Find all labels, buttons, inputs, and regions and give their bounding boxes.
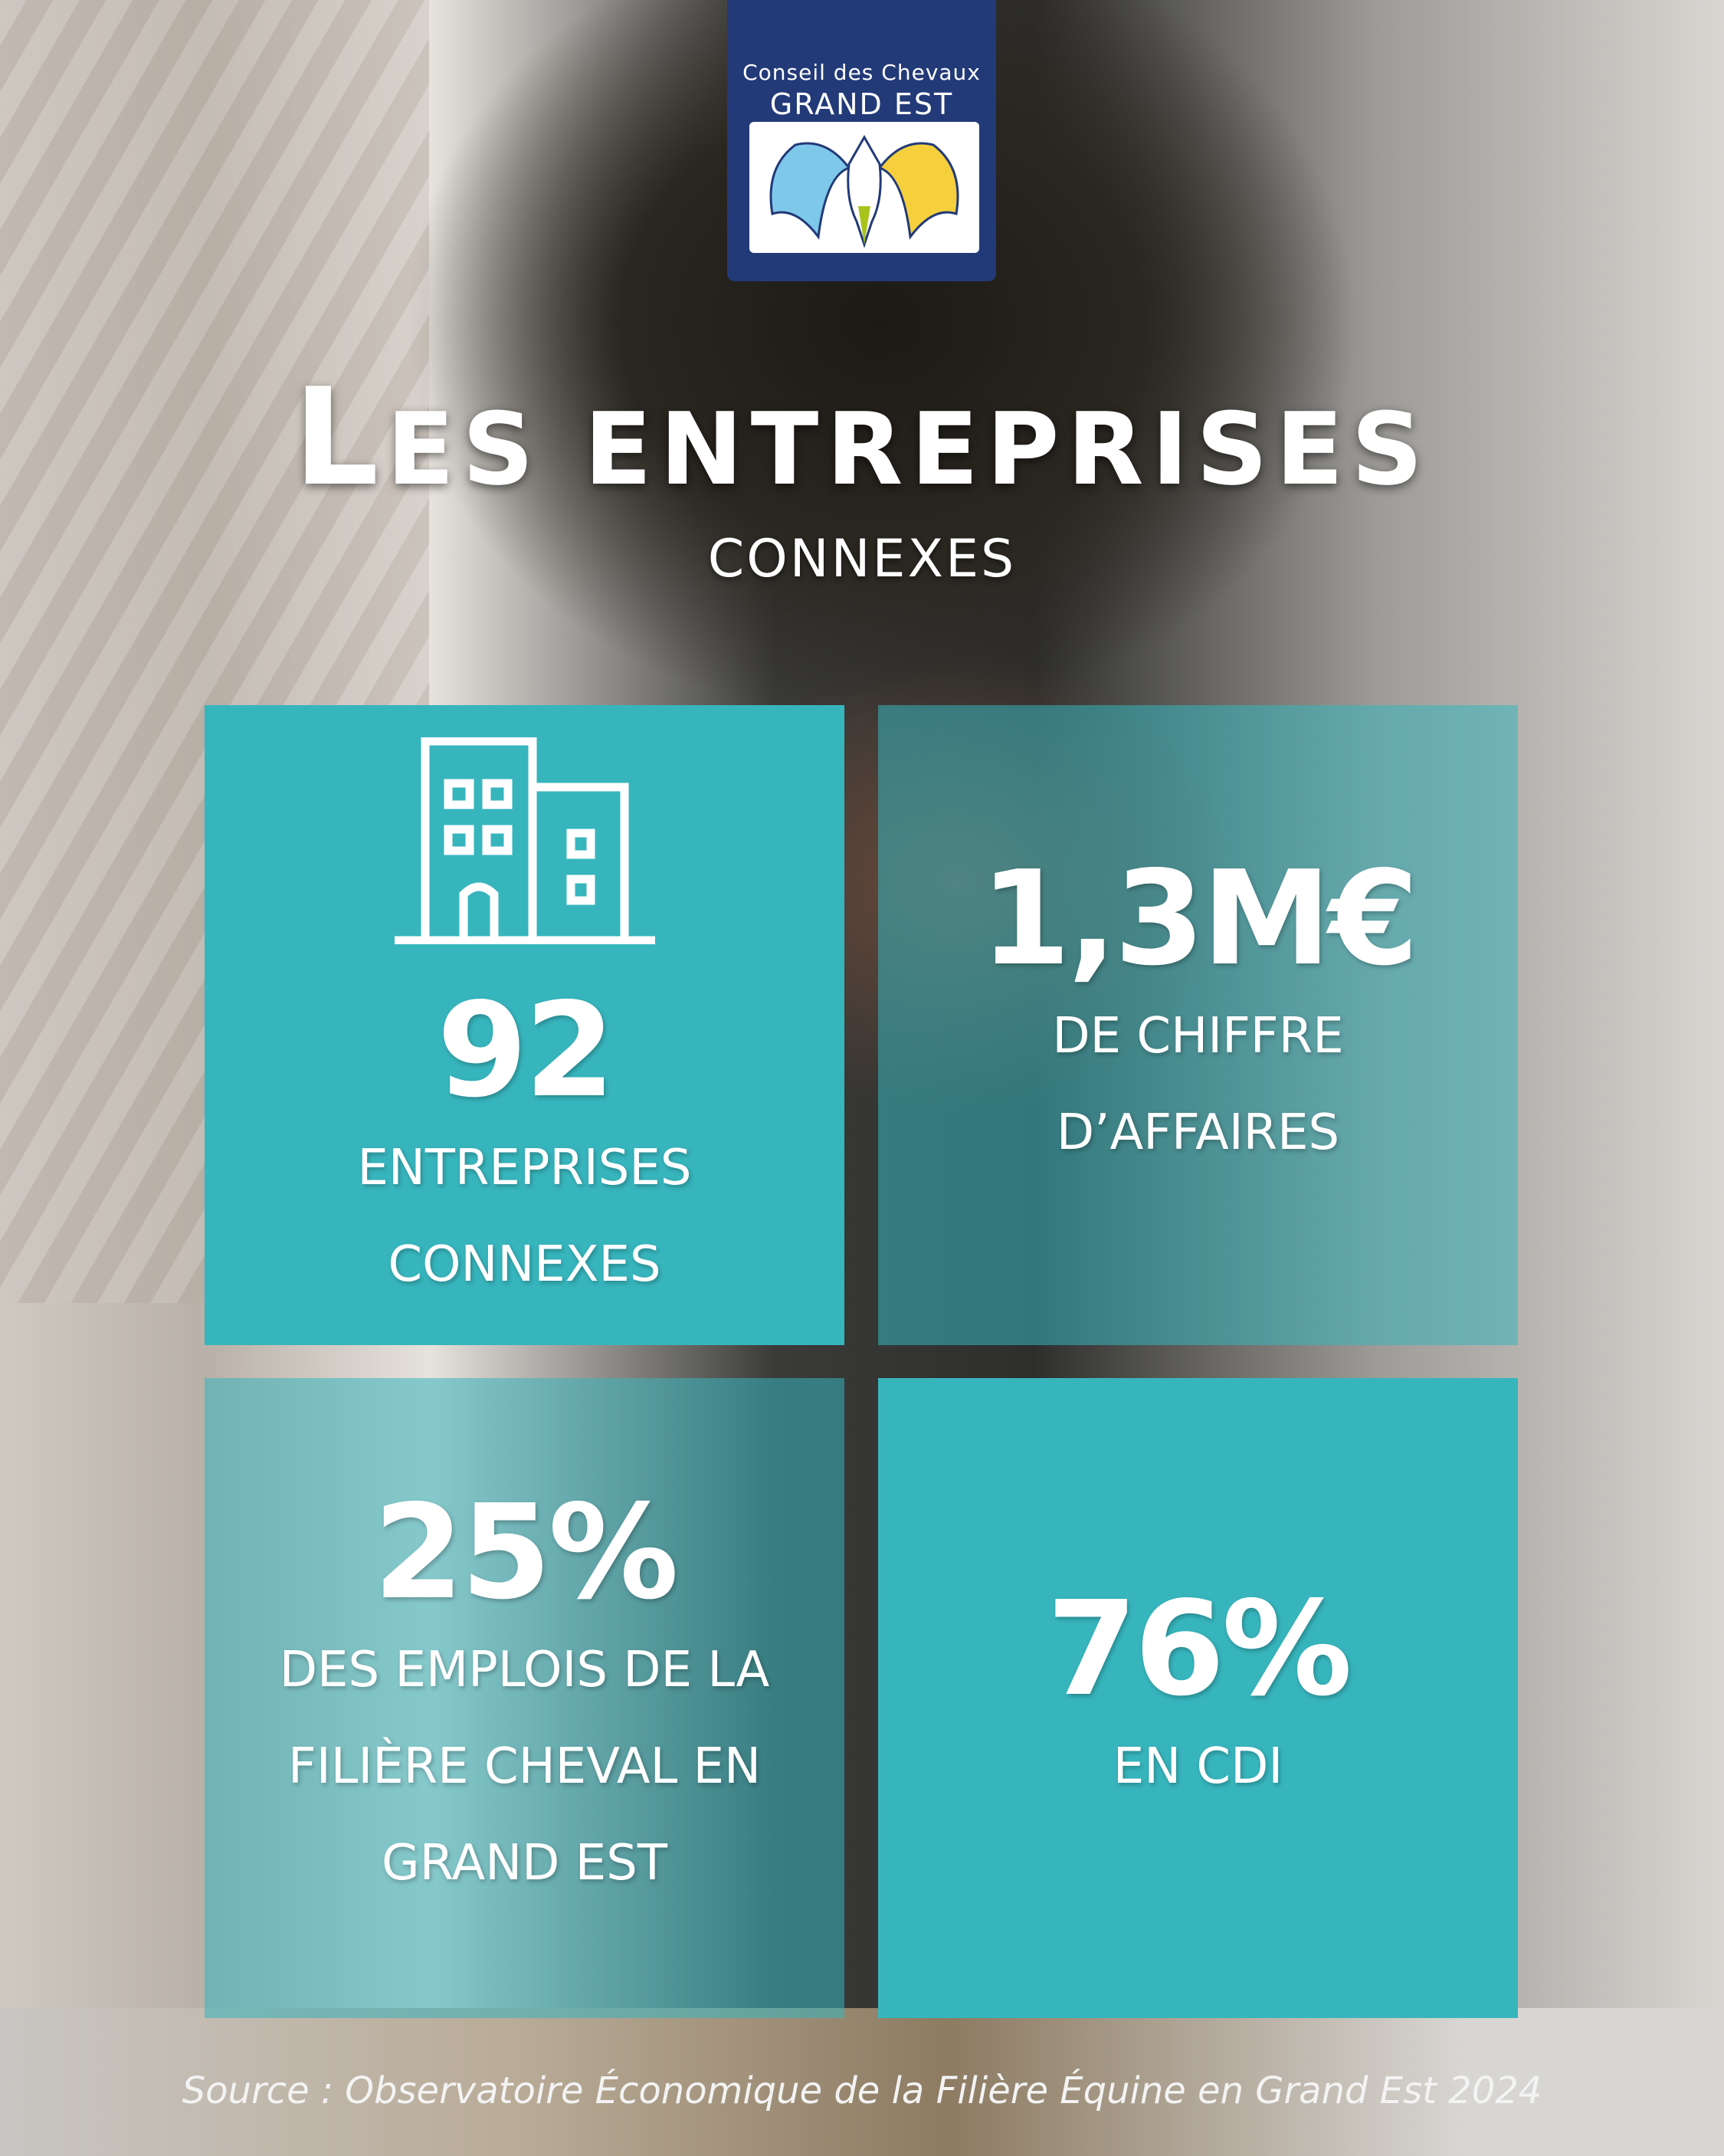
logo: Conseil des Chevaux GRAND EST [727,0,996,281]
stat-value: 92 [437,975,615,1127]
source-note: Source : Observatoire Économique de la F… [182,2069,1542,2112]
stat-label-line: GRAND EST [382,1834,667,1892]
title-initial: L [293,360,387,516]
title-rest: ES ENTREPRISES [386,391,1431,507]
stat-value: 76% [1047,1574,1352,1726]
page-subtitle: CONNEXES [707,529,1017,589]
stat-label-line: EN CDI [1113,1738,1283,1795]
logo-line2: GRAND EST [769,87,954,121]
background-photo-desk [0,2008,1724,2156]
stat-tile-companies: 92 ENTREPRISES CONNEXES [205,705,844,1345]
stat-tile-cdi: 76% EN CDI [878,1378,1518,2018]
stat-label-line: DES EMPLOIS DE LA [279,1641,770,1698]
stat-label-line: ENTREPRISES [357,1139,692,1196]
building-icon [394,737,655,945]
stat-value: 1,3M€ [980,843,1419,995]
stat-value: 25% [373,1477,679,1629]
stat-label-line: DE CHIFFRE [1052,1007,1344,1065]
stat-label-line: FILIÈRE CHEVAL EN [288,1738,761,1795]
stat-label-line: D’AFFAIRES [1056,1104,1340,1161]
stat-tile-revenue: 1,3M€ DE CHIFFRE D’AFFAIRES [878,705,1518,1345]
stat-label-line: CONNEXES [388,1236,661,1293]
horse-heads-icon [749,122,979,253]
stat-tile-jobs-share: 25% DES EMPLOIS DE LA FILIÈRE CHEVAL EN … [205,1378,844,2018]
logo-line1: Conseil des Chevaux [742,60,981,85]
page-title: LES ENTREPRISES [0,360,1724,516]
